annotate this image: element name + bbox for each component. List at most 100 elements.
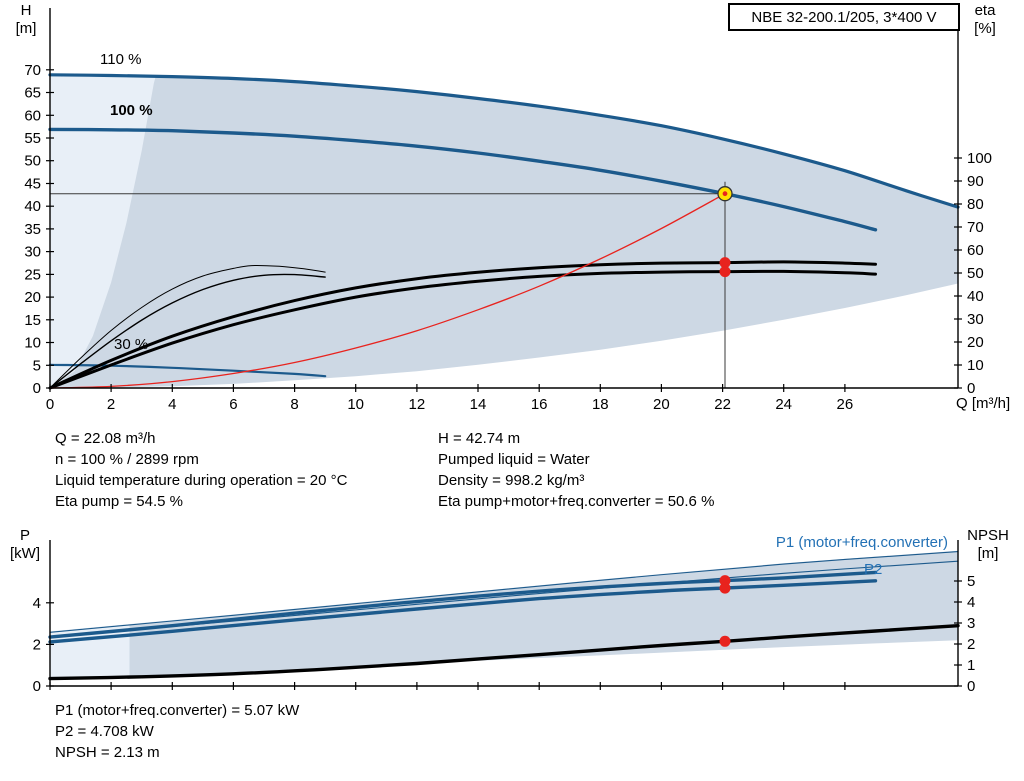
- y-left-tick-label: 55: [24, 130, 41, 147]
- y-right-tick-label: 90: [967, 173, 984, 190]
- y-right-tick-label: 5: [967, 573, 975, 590]
- x-tick-label: 6: [229, 396, 237, 413]
- x-tick-label: 2: [107, 396, 115, 413]
- x-tick-label: 10: [347, 396, 364, 413]
- label-p1: P1 (motor+freq.converter): [775, 534, 948, 551]
- label-110pct: 110 %: [100, 51, 142, 68]
- npsh-axis-title: NPSH [m]: [958, 527, 1018, 563]
- y-left-tick-label: 70: [24, 62, 41, 79]
- y-left-tick-label: 2: [33, 636, 41, 653]
- result-flow: Q = 22.08 m³/h: [55, 430, 156, 447]
- y-right-tick-label: 40: [967, 288, 984, 305]
- result-liquid-temp: Liquid temperature during operation = 20…: [55, 472, 348, 489]
- duty-point-center: [722, 191, 728, 197]
- eta-pump-curve: [48, 260, 877, 390]
- result-eta-total: Eta pump+motor+freq.converter = 50.6 %: [438, 493, 715, 510]
- y-left-tick-label: 4: [33, 595, 41, 612]
- y-right-tick-label: 10: [967, 357, 984, 374]
- x-tick-label: 26: [837, 396, 854, 413]
- power-npsh-chart: 0 2 4 0 1 2 3 4 5: [33, 540, 975, 695]
- pump-performance-chart: 0 2 4 6 8 10 12 14 16 18 20 22 24 2605101520253035404…: [24, 8, 992, 413]
- x-tick-label: 0: [46, 396, 54, 413]
- eta-reduced-speed-curve-a: [49, 265, 326, 389]
- duty-results-right: H = 42.74 m Pumped liquid = Water Densit…: [438, 428, 714, 512]
- y-right-tick-label: 20: [967, 334, 984, 351]
- p1-curve-100pct: [48, 570, 878, 639]
- p-axis-title: P [kW]: [2, 527, 48, 563]
- y-left-tick-label: 10: [24, 335, 41, 352]
- y-left-tick-label: 25: [24, 266, 41, 283]
- p1-curve-110pct: [49, 551, 959, 633]
- power-results: P1 (motor+freq.converter) = 5.07 kW P2 =…: [55, 700, 299, 763]
- y-left-tick-label: 50: [24, 153, 41, 170]
- y-left-tick-label: 35: [24, 221, 41, 238]
- y-right-tick-label: 60: [967, 242, 984, 259]
- pump-model-title: NBE 32-200.1/205, 3*400 V: [728, 3, 960, 31]
- x-tick-label: 22: [714, 396, 731, 413]
- low-flow-region: [50, 74, 156, 389]
- label-p2: P2: [864, 561, 883, 578]
- p-axis-title-unit: [kW]: [10, 545, 40, 562]
- x-tick-label: 4: [168, 396, 176, 413]
- eta-axis-title-symbol: eta: [974, 2, 996, 19]
- y-left-tick-label: 45: [24, 176, 41, 193]
- x-tick-label: 14: [470, 396, 487, 413]
- y-left-tick-label: 0: [33, 380, 41, 397]
- x-tick-label: 24: [775, 396, 792, 413]
- npsh-axis-title-symbol: NPSH: [967, 527, 1009, 544]
- y-right-tick-label: 2: [967, 636, 975, 653]
- y-left-tick-label: 40: [24, 198, 41, 215]
- x-tick-label: 20: [653, 396, 670, 413]
- result-eta-pump: Eta pump = 54.5 %: [55, 493, 183, 510]
- p2-point: [719, 582, 731, 594]
- y-right-tick-label: 70: [967, 219, 984, 236]
- q-axis-title: Q [m³/h]: [956, 395, 1011, 412]
- result-p2: P2 = 4.708 kW: [55, 723, 154, 740]
- y-right-tick-label: 3: [967, 615, 975, 632]
- p2-curve-100pct: [48, 579, 878, 644]
- y-left-tick-label: 60: [24, 107, 41, 124]
- eta-axis-title-unit: [%]: [974, 20, 996, 37]
- eta-total-point: [719, 266, 731, 278]
- y-right-tick-label: 1: [967, 657, 975, 674]
- y-left-tick-label: 20: [24, 289, 41, 306]
- result-head: H = 42.74 m: [438, 430, 521, 447]
- y-right-tick-label: 50: [967, 265, 984, 282]
- h-axis-title: H [m]: [6, 2, 46, 38]
- power-envelope-region: [50, 550, 958, 680]
- head-curve-100pct: [48, 127, 878, 232]
- y-right-tick-label: 0: [967, 678, 975, 695]
- y-right-tick-label: 80: [967, 196, 984, 213]
- y-right-tick-label: 4: [967, 594, 975, 611]
- result-pumped-liquid: Pumped liquid = Water: [438, 451, 590, 468]
- label-30pct: 30 %: [114, 336, 149, 353]
- h-axis-title-symbol: H: [20, 2, 32, 19]
- system-curve: [49, 193, 726, 389]
- eta-pump-point: [719, 257, 731, 269]
- eta-total-curve: [48, 269, 877, 390]
- p-axis-title-symbol: P: [19, 527, 30, 544]
- y-left-tick-label: 30: [24, 244, 41, 261]
- x-tick-label: 18: [592, 396, 609, 413]
- y-right-tick-label: 0: [967, 380, 975, 397]
- y-left-tick-label: 65: [24, 85, 41, 102]
- npsh-axis-title-unit: [m]: [977, 545, 999, 562]
- duty-results-left: Q = 22.08 m³/h n = 100 % / 2899 rpm Liqu…: [55, 428, 347, 512]
- x-tick-label: 8: [290, 396, 298, 413]
- npsh-point: [719, 635, 731, 647]
- npsh-curve: [48, 624, 960, 681]
- y-left-tick-label: 5: [33, 357, 41, 374]
- result-density: Density = 998.2 kg/m³: [438, 472, 585, 489]
- y-left-tick-label: 0: [33, 678, 41, 695]
- result-p1: P1 (motor+freq.converter) = 5.07 kW: [55, 702, 300, 719]
- eta-reduced-speed-curve-b: [49, 273, 326, 389]
- h-axis-title-unit: [m]: [15, 20, 37, 37]
- x-tick-label: 16: [531, 396, 548, 413]
- y-left-tick-label: 15: [24, 312, 41, 329]
- label-100pct: 100 %: [110, 102, 153, 119]
- head-curve-110pct: [48, 73, 960, 209]
- eta-axis-title: eta [%]: [960, 2, 1010, 38]
- result-speed: n = 100 % / 2899 rpm: [55, 451, 199, 468]
